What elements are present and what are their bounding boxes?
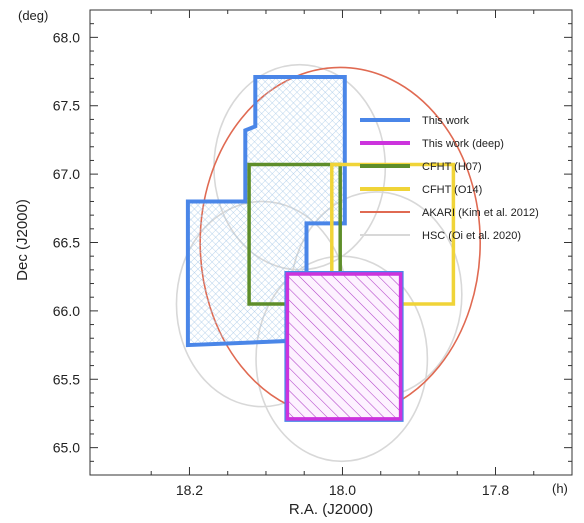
- legend-label-this-work: This work: [422, 115, 470, 127]
- legend-label-cfht-o14: CFHT (O14): [422, 184, 482, 196]
- axis-ticks: 18.2 18.0 17.8 65.0 65.5 66.0 66.5 67.0 67.5 68.0: [53, 10, 572, 498]
- legend-label-this-work-deep: This work (deep): [422, 138, 504, 150]
- x-tick-label: 18.2: [176, 482, 203, 498]
- this-work-deep-outline: [285, 272, 403, 421]
- legend-label-cfht-h07: CFHT (H07): [422, 161, 482, 173]
- legend-label-akari-kim-et-al-2012: AKARI (Kim et al. 2012): [422, 207, 539, 219]
- x-tick-label: 18.0: [329, 482, 356, 498]
- y-tick-label: 66.0: [53, 303, 80, 319]
- y-tick-label: 65.0: [53, 440, 80, 456]
- x-axis-unit: (h): [552, 481, 568, 496]
- y-tick-label: 67.0: [53, 166, 80, 182]
- cfht-o14-outline: [330, 162, 456, 306]
- legend: This work This work (deep) CFHT (H07) CFHT …: [360, 115, 539, 242]
- y-tick-label: 67.5: [53, 98, 80, 114]
- y-tick-label: 66.5: [53, 235, 80, 251]
- legend-label-hsc-oi-et-al-2020: HSC (Oi et al. 2020): [422, 230, 521, 242]
- x-axis-label: R.A. (J2000): [289, 501, 373, 518]
- y-tick-label: 65.5: [53, 371, 80, 387]
- y-axis-label: Dec (J2000): [14, 199, 31, 281]
- this-work-deep-hatch: [287, 274, 401, 419]
- x-tick-label: 17.8: [482, 482, 509, 498]
- y-tick-label: 68.0: [53, 29, 80, 45]
- survey-fields: [185, 75, 456, 422]
- y-axis-unit: (deg): [18, 8, 48, 23]
